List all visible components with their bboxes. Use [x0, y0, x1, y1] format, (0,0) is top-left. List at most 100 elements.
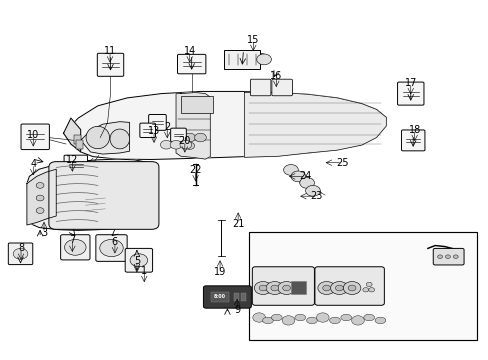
Circle shape [317, 282, 335, 294]
Text: 20: 20 [178, 136, 191, 146]
Bar [223, 50, 260, 69]
FancyBboxPatch shape [125, 248, 152, 272]
Circle shape [13, 248, 28, 259]
FancyBboxPatch shape [177, 54, 205, 74]
Circle shape [36, 183, 44, 188]
FancyBboxPatch shape [314, 267, 384, 305]
Circle shape [270, 285, 278, 291]
Circle shape [305, 185, 320, 196]
Circle shape [254, 282, 271, 294]
Circle shape [282, 285, 290, 291]
Circle shape [277, 282, 295, 294]
Ellipse shape [262, 317, 273, 324]
Ellipse shape [306, 317, 317, 324]
Ellipse shape [86, 126, 109, 149]
Ellipse shape [294, 314, 305, 321]
Ellipse shape [329, 317, 340, 324]
Bar [74, 135, 81, 144]
Text: 3: 3 [41, 228, 47, 238]
Circle shape [265, 282, 283, 294]
Text: 21: 21 [231, 219, 244, 229]
Text: 8:00: 8:00 [214, 294, 225, 300]
Text: 15: 15 [246, 35, 259, 45]
FancyBboxPatch shape [397, 82, 423, 105]
Text: 18: 18 [407, 125, 420, 135]
Circle shape [282, 316, 294, 325]
FancyBboxPatch shape [49, 162, 159, 229]
Circle shape [180, 140, 191, 149]
Bar [290, 281, 305, 294]
Text: 22: 22 [189, 165, 202, 175]
Bar [181, 96, 212, 113]
Circle shape [256, 54, 271, 65]
Ellipse shape [110, 129, 129, 149]
Circle shape [452, 255, 457, 258]
Text: 1: 1 [141, 266, 147, 276]
Circle shape [194, 133, 206, 142]
Polygon shape [176, 93, 210, 159]
Circle shape [170, 140, 182, 149]
FancyBboxPatch shape [271, 79, 292, 96]
FancyBboxPatch shape [432, 248, 463, 265]
FancyBboxPatch shape [64, 155, 87, 176]
FancyBboxPatch shape [203, 286, 251, 308]
FancyBboxPatch shape [148, 114, 166, 130]
FancyBboxPatch shape [252, 267, 314, 305]
Circle shape [437, 255, 442, 258]
Circle shape [283, 165, 298, 175]
Circle shape [290, 171, 305, 182]
Text: 8: 8 [18, 243, 24, 253]
Bar [234, 293, 239, 301]
Circle shape [100, 239, 123, 257]
FancyBboxPatch shape [61, 235, 90, 260]
FancyBboxPatch shape [96, 235, 127, 261]
Text: 17: 17 [404, 78, 416, 88]
Text: 23: 23 [310, 191, 323, 201]
Circle shape [347, 285, 355, 291]
Polygon shape [81, 122, 129, 154]
FancyBboxPatch shape [8, 243, 33, 265]
Text: 14: 14 [183, 46, 196, 56]
Bar [241, 293, 245, 301]
Circle shape [362, 288, 368, 292]
FancyBboxPatch shape [170, 128, 186, 142]
Circle shape [343, 282, 360, 294]
Circle shape [184, 142, 194, 149]
Polygon shape [63, 118, 81, 152]
Ellipse shape [271, 314, 282, 321]
Circle shape [130, 254, 147, 267]
Text: 5: 5 [134, 256, 140, 266]
Circle shape [183, 133, 195, 142]
Circle shape [160, 140, 172, 149]
Polygon shape [63, 91, 386, 159]
Circle shape [330, 282, 347, 294]
Circle shape [335, 285, 343, 291]
Circle shape [316, 313, 328, 322]
Text: 24: 24 [299, 171, 311, 181]
FancyBboxPatch shape [21, 124, 49, 150]
Circle shape [259, 285, 266, 291]
Circle shape [445, 255, 449, 258]
Text: 6: 6 [112, 237, 118, 247]
Ellipse shape [363, 314, 374, 321]
Text: 13: 13 [147, 126, 160, 136]
Text: 12: 12 [66, 155, 79, 165]
Text: 16: 16 [269, 71, 282, 81]
Bar [249, 232, 476, 340]
Circle shape [366, 282, 371, 287]
FancyBboxPatch shape [401, 130, 424, 151]
Text: 2: 2 [164, 122, 170, 132]
Text: 10: 10 [27, 130, 40, 140]
Text: 25: 25 [335, 158, 348, 168]
Polygon shape [27, 169, 56, 225]
FancyBboxPatch shape [250, 79, 270, 96]
Circle shape [252, 313, 265, 322]
FancyBboxPatch shape [140, 123, 155, 138]
Circle shape [322, 285, 330, 291]
Text: 19: 19 [213, 267, 226, 277]
Text: 7: 7 [69, 235, 75, 246]
Circle shape [351, 316, 364, 325]
Circle shape [368, 288, 374, 292]
Ellipse shape [374, 317, 385, 324]
Circle shape [64, 239, 86, 255]
